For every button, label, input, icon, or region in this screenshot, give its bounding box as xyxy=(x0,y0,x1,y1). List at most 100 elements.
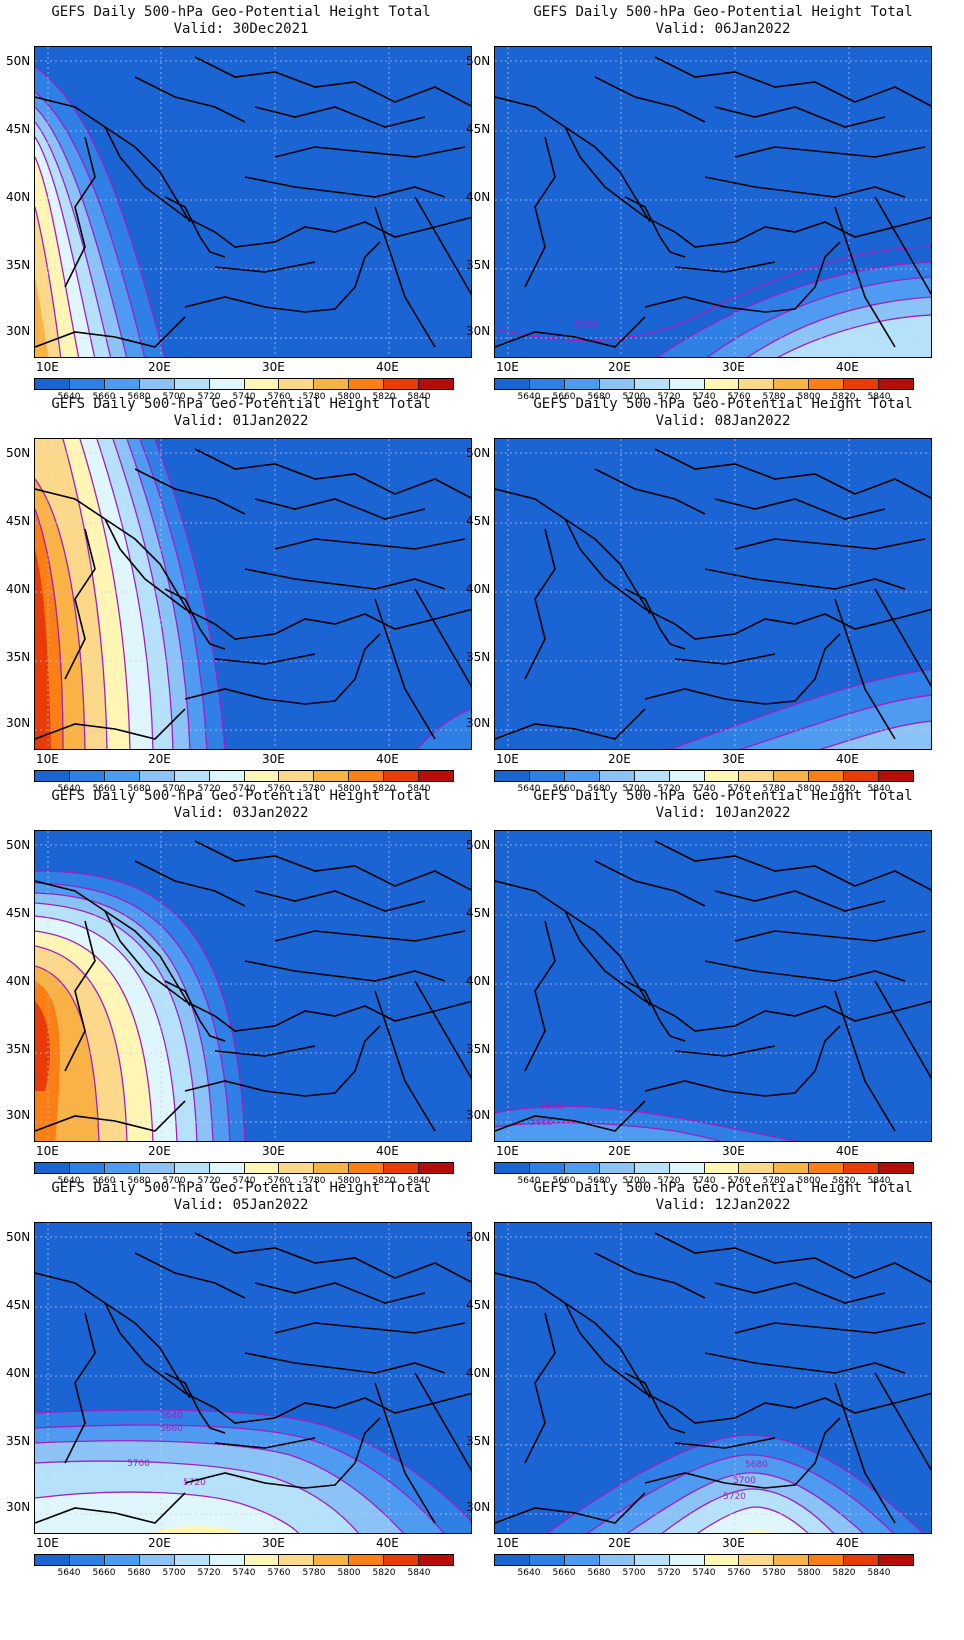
lon-label: 40E xyxy=(376,1536,399,1550)
colorbar-segment xyxy=(139,771,175,781)
colorbar-label: 5720 xyxy=(657,1568,681,1578)
colorbar-segment xyxy=(104,379,140,389)
colorbar-label: 5720 xyxy=(197,1568,221,1578)
colorbar-label: 5780 xyxy=(762,1568,786,1578)
colorbar-segment xyxy=(314,771,350,781)
colorbar-label: 5680 xyxy=(587,784,611,794)
colorbar-label: 5700 xyxy=(162,1176,186,1186)
colorbar-segment xyxy=(139,1163,175,1173)
colorbar-segment xyxy=(35,379,70,389)
lat-label: 45N xyxy=(6,122,31,136)
colorbar-segment xyxy=(69,1555,105,1565)
colorbar-segment xyxy=(879,1555,914,1565)
map-area xyxy=(34,830,472,1142)
contour-label: 5700 xyxy=(733,1476,756,1486)
colorbar-label: 5720 xyxy=(657,784,681,794)
map-panel-03jan2022: GEFS Daily 500-hPa Geo-Potential Height … xyxy=(0,784,482,1194)
colorbar-segment xyxy=(495,379,530,389)
colorbar-label: 5640 xyxy=(517,392,541,402)
lon-label: 20E xyxy=(608,1144,631,1158)
colorbar-segment xyxy=(419,771,454,781)
colorbar-label: 5740 xyxy=(232,1176,256,1186)
colorbar-segment xyxy=(809,771,845,781)
lon-label: 40E xyxy=(836,1144,859,1158)
panel-valid-date: Valid: 30Dec2021 xyxy=(173,21,309,37)
colorbar-segment xyxy=(349,1163,385,1173)
colorbar-segment xyxy=(349,1555,385,1565)
colorbar-segment xyxy=(314,1163,350,1173)
colorbar-segment xyxy=(139,379,175,389)
colorbar-segment xyxy=(774,1555,810,1565)
colorbar-segment xyxy=(634,1163,670,1173)
colorbar-segment xyxy=(104,1555,140,1565)
lat-label: 45N xyxy=(6,906,31,920)
colorbar-label: 5820 xyxy=(372,392,396,402)
lon-label: 40E xyxy=(836,752,859,766)
lat-label: 50N xyxy=(6,1230,31,1244)
colorbar-segment xyxy=(244,379,280,389)
colorbar-segment xyxy=(209,1555,245,1565)
colorbar-segment xyxy=(739,379,775,389)
panel-valid-date: Valid: 08Jan2022 xyxy=(655,413,791,429)
lon-label: 10E xyxy=(496,360,519,374)
colorbar-segment xyxy=(599,379,635,389)
lat-label: 40N xyxy=(6,582,31,596)
colorbar-segment xyxy=(279,771,315,781)
lon-label: 10E xyxy=(496,1536,519,1550)
lat-label: 30N xyxy=(466,716,491,730)
colorbar-label: 5660 xyxy=(552,1568,576,1578)
lat-label: 50N xyxy=(6,54,31,68)
contour-label: 5680 xyxy=(745,1460,768,1470)
lon-label: 20E xyxy=(148,360,171,374)
colorbar-label: 5660 xyxy=(552,1176,576,1186)
colorbar-label: 5760 xyxy=(267,784,291,794)
colorbar-label: 5660 xyxy=(92,1568,116,1578)
map-panel-01jan2022: GEFS Daily 500-hPa Geo-Potential Height … xyxy=(0,392,482,802)
colorbar-segment xyxy=(104,1163,140,1173)
colorbar-segment xyxy=(739,771,775,781)
panel-title: GEFS Daily 500-hPa Geo-Potential Height … xyxy=(533,1180,913,1196)
colorbar-label: 5840 xyxy=(867,1176,891,1186)
colorbar-segment xyxy=(739,1555,775,1565)
lat-label: 35N xyxy=(466,258,491,272)
lon-label: 30E xyxy=(722,360,745,374)
lat-label: 50N xyxy=(466,446,491,460)
lon-label: 40E xyxy=(836,360,859,374)
colorbar-segment xyxy=(529,771,565,781)
lon-label: 30E xyxy=(722,1144,745,1158)
colorbar-segment xyxy=(384,379,420,389)
colorbar-segment xyxy=(634,379,670,389)
colorbar-label: 5680 xyxy=(127,1568,151,1578)
colorbar-segment xyxy=(564,379,600,389)
colorbar-segment xyxy=(174,1163,210,1173)
colorbar-segment xyxy=(564,1555,600,1565)
map-area xyxy=(34,46,472,358)
lon-label: 40E xyxy=(836,1536,859,1550)
colorbar-segment xyxy=(314,379,350,389)
colorbar-label: 5800 xyxy=(337,392,361,402)
colorbar-segment xyxy=(384,1163,420,1173)
colorbar xyxy=(494,1554,914,1566)
panel-title: GEFS Daily 500-hPa Geo-Potential Height … xyxy=(51,788,431,804)
lat-label: 40N xyxy=(466,974,491,988)
colorbar-segment xyxy=(69,379,105,389)
colorbar xyxy=(34,770,454,782)
colorbar-label: 5660 xyxy=(92,1176,116,1186)
colorbar-label: 5640 xyxy=(57,392,81,402)
colorbar-segment xyxy=(244,771,280,781)
lon-label: 30E xyxy=(262,1144,285,1158)
colorbar-segment xyxy=(495,771,530,781)
colorbar-segment xyxy=(809,1163,845,1173)
colorbar-segment xyxy=(69,771,105,781)
lat-label: 30N xyxy=(6,324,31,338)
lon-label: 40E xyxy=(376,1144,399,1158)
colorbar-label: 5680 xyxy=(127,784,151,794)
panel-valid-date: Valid: 06Jan2022 xyxy=(655,21,791,37)
contour-label: 5660 xyxy=(530,1118,553,1128)
lat-label: 40N xyxy=(6,974,31,988)
colorbar-segment xyxy=(809,1555,845,1565)
panel-valid-date: Valid: 12Jan2022 xyxy=(655,1197,791,1213)
panel-valid-date: Valid: 10Jan2022 xyxy=(655,805,791,821)
colorbar-label: 5700 xyxy=(622,1568,646,1578)
colorbar-segment xyxy=(879,379,914,389)
